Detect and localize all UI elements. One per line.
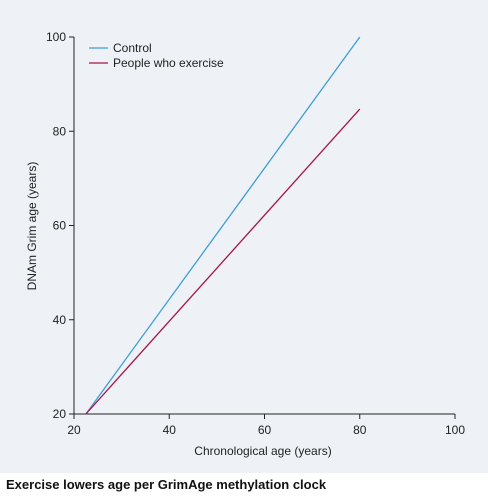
x-tick-label: 80 <box>353 423 367 437</box>
x-tick-label: 40 <box>163 423 177 437</box>
y-tick-label: 20 <box>53 407 67 421</box>
x-tick-label: 20 <box>67 423 81 437</box>
x-tick-label: 100 <box>445 423 465 437</box>
axes <box>73 37 455 415</box>
y-tick-label: 80 <box>53 124 67 138</box>
series-lines <box>85 36 361 415</box>
series-line-1 <box>85 108 361 415</box>
y-tick-label: 100 <box>46 30 66 44</box>
x-tick-label: 60 <box>258 423 272 437</box>
x-axis-label: Chronological age (years) <box>194 444 331 458</box>
figure-caption: Exercise lowers age per GrimAge methylat… <box>6 477 327 492</box>
series-line-0 <box>85 36 361 415</box>
legend-label-1: People who exercise <box>113 56 224 70</box>
legend-label-0: Control <box>113 41 152 55</box>
y-tick-label: 40 <box>53 313 67 327</box>
chart-panel: 20 40 60 80 100 20 40 60 80 100 Control People who… <box>0 0 488 473</box>
y-axis-label: DNAm Grim age (years) <box>25 162 39 291</box>
y-tick-label: 60 <box>53 219 67 233</box>
ticks: 20 40 60 80 100 20 40 60 80 100 <box>46 30 465 437</box>
